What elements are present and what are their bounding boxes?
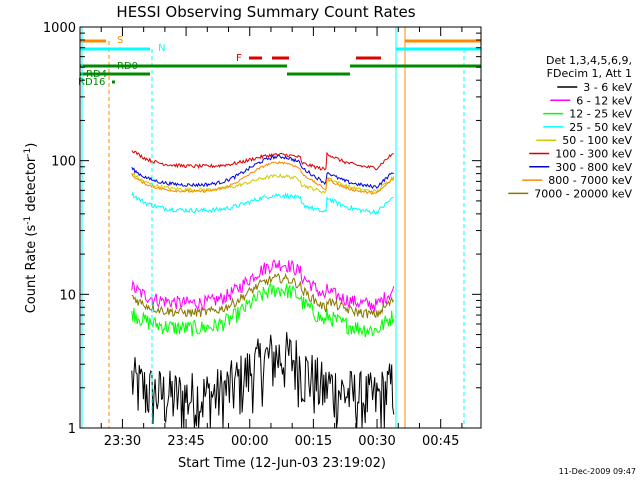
flag-s-label: S xyxy=(117,35,123,46)
y-axis-label-sup1: -1 xyxy=(23,216,33,225)
y-axis-label-sup2: -1 xyxy=(23,148,33,157)
axes-frame xyxy=(79,26,482,429)
y-tick-label-3: 1000 xyxy=(43,21,76,36)
y-tick-label-2: 100 xyxy=(51,155,76,170)
series-line-0 xyxy=(131,332,395,429)
flag-rd0-label: RD0 xyxy=(117,61,138,72)
flag-f-label: F xyxy=(236,53,242,64)
legend-label-1: 6 - 12 keV xyxy=(576,94,632,107)
legend-label-8: 7000 - 20000 keV xyxy=(534,187,632,200)
x-tick-label-5: 00:45 xyxy=(422,434,459,449)
legend-label-4: 50 - 100 keV xyxy=(562,134,632,147)
series-line-3 xyxy=(131,190,395,216)
y-axis-label-end: ) xyxy=(24,143,39,148)
flag-n-label: N xyxy=(158,43,165,54)
legend: Det 1,3,4,5,6,9, FDecim 1, Att 1 3 - 6 k… xyxy=(508,54,632,200)
series-line-5 xyxy=(131,150,394,171)
flag-rd16-label: RD16 xyxy=(78,77,105,88)
x-tick-label-2: 00:00 xyxy=(231,434,268,449)
axes: 1 10 100 1000 23:30 23:45 00:00 00:15 00:30 00:45 xyxy=(43,21,482,449)
legend-label-3: 25 - 50 keV xyxy=(569,121,632,134)
series-line-4 xyxy=(131,171,395,194)
series-line-2 xyxy=(131,283,395,338)
legend-label-6: 300 - 800 keV xyxy=(555,161,632,174)
chart-title: HESSI Observing Summary Count Rates xyxy=(116,3,415,21)
y-axis-label-main: Count Rate (s xyxy=(24,225,39,314)
x-tick-label-4: 00:30 xyxy=(358,434,395,449)
legend-label-0: 3 - 6 keV xyxy=(583,81,632,94)
y-tick-label-0: 1 xyxy=(68,422,76,437)
series-line-6 xyxy=(131,154,394,190)
timestamp: 11-Dec-2009 09:47 xyxy=(559,467,636,476)
flag-rd4-label: RD4 xyxy=(86,69,107,80)
legend-header-2: FDecim 1, Att 1 xyxy=(547,67,632,80)
series-line-8 xyxy=(131,272,395,319)
x-axis-label: Start Time (12-Jun-03 23:19:02) xyxy=(178,456,386,471)
series-line-1 xyxy=(131,259,395,312)
y-axis-label-mid: detector xyxy=(24,156,39,216)
series-line-7 xyxy=(131,160,395,195)
legend-label-7: 800 - 7000 keV xyxy=(548,174,632,187)
y-axis-label: Count Rate (s-1 detector-1) xyxy=(23,143,39,314)
plot-area xyxy=(131,150,395,429)
x-tick-label-1: 23:45 xyxy=(167,434,204,449)
x-tick-label-0: 23:30 xyxy=(104,434,141,449)
legend-header-1: Det 1,3,4,5,6,9, xyxy=(546,54,632,67)
x-tick-label-3: 00:15 xyxy=(295,434,332,449)
legend-label-2: 12 - 25 keV xyxy=(569,108,632,121)
legend-label-5: 100 - 300 keV xyxy=(555,148,632,161)
y-tick-label-1: 10 xyxy=(59,288,76,303)
